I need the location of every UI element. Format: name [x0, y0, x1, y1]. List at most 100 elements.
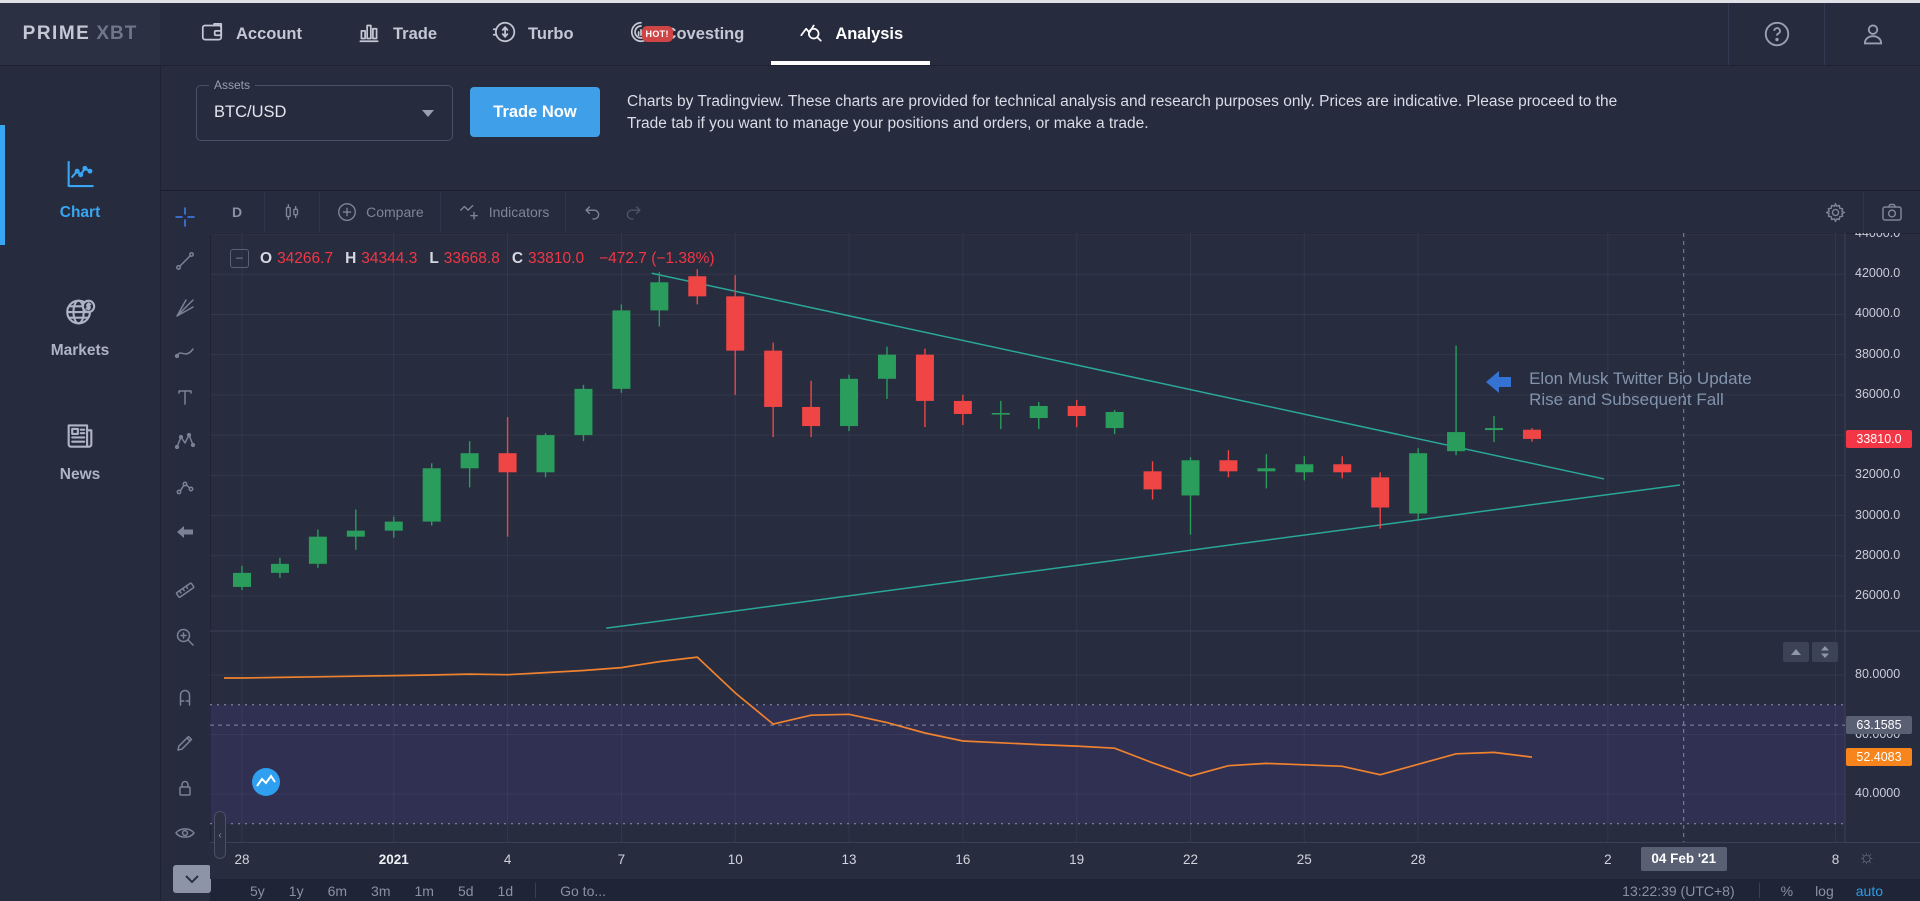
lock-drawings-tool[interactable] — [167, 770, 203, 806]
time-tick-label: 10 — [727, 852, 743, 867]
indicators-label: Indicators — [488, 204, 550, 220]
auto-scale-button[interactable]: auto — [1855, 882, 1883, 899]
compare-button[interactable]: Compare — [320, 191, 440, 233]
sidebar-item-news[interactable]: News — [0, 419, 160, 484]
range-button-6m[interactable]: 6m — [327, 882, 348, 899]
goto-button[interactable]: Go to... — [560, 882, 607, 899]
brand-secondary: XBT — [96, 23, 138, 44]
candles-icon — [285, 203, 299, 221]
range-button-5d[interactable]: 5d — [457, 882, 474, 899]
help-button[interactable] — [1728, 3, 1824, 65]
brush-tool[interactable] — [167, 335, 203, 371]
pane-maximize-button[interactable] — [1812, 642, 1838, 662]
axis-settings-icon[interactable]: ☼ — [1858, 847, 1876, 868]
magnet-tool[interactable] — [167, 679, 203, 715]
interval-button[interactable]: D — [210, 191, 264, 233]
chart-canvas[interactable]: – O 34266.7 H 34344.3 L 33668.8 C 33810.0 −4… — [210, 233, 1920, 879]
pane-collapse-button[interactable] — [1783, 642, 1809, 662]
rsi-line — [224, 656, 1533, 777]
candle-body — [422, 468, 441, 522]
text-tool[interactable] — [167, 379, 203, 415]
nav-item-turbo[interactable]: Turbo — [464, 3, 601, 65]
chart-settings-button[interactable] — [1808, 191, 1863, 233]
undo-button[interactable] — [566, 191, 620, 233]
candle-body — [1219, 460, 1238, 472]
triangle-updown-icon — [1821, 646, 1829, 658]
nav-items: Account Trade Turbo HOT! Covesting — [172, 3, 931, 65]
time-axis[interactable]: 28 2021 4 7 10 13 16 19 22 25 28 2 8 04 Feb '21 — [210, 842, 1920, 879]
drawing-mode-tool[interactable] — [167, 725, 203, 761]
sidebar-item-chart[interactable]: Chart — [0, 125, 160, 245]
low-value: 33668.8 — [443, 249, 500, 267]
log-scale-button[interactable]: log — [1815, 882, 1834, 899]
assets-select[interactable]: Assets BTC/USD — [196, 78, 453, 141]
candle-body — [460, 453, 479, 469]
brand-primary: PRIME — [22, 23, 91, 44]
measure-ruler-tool[interactable] — [167, 572, 203, 608]
camera-icon — [1882, 203, 1902, 221]
candle-body — [346, 530, 365, 537]
toolbar-hide-handle[interactable]: ‹ — [214, 811, 226, 859]
assets-label: Assets — [209, 78, 256, 92]
drawing-toolbar — [160, 191, 211, 879]
redo-icon — [627, 206, 641, 220]
nav-item-trade[interactable]: Trade — [329, 3, 464, 65]
chart-style-button[interactable] — [265, 191, 319, 233]
candle-body — [1447, 432, 1466, 452]
range-button-1d[interactable]: 1d — [497, 882, 514, 899]
nav-item-account[interactable]: Account — [172, 3, 329, 65]
candle-body — [650, 282, 669, 311]
pattern-tool[interactable] — [167, 423, 203, 459]
price-tick-label: 38000.0 — [1855, 346, 1901, 361]
forecast-tool[interactable] — [167, 469, 203, 505]
legend-collapse-icon[interactable]: – — [230, 249, 249, 268]
turbo-updown-icon — [491, 19, 517, 50]
gann-fib-tool[interactable] — [167, 290, 203, 326]
range-button-5y[interactable]: 5y — [250, 882, 265, 899]
trendline-drawing[interactable] — [651, 272, 1605, 480]
trendline-tool[interactable] — [167, 243, 203, 279]
screenshot-button[interactable] — [1864, 191, 1920, 233]
range-button-1m[interactable]: 1m — [414, 882, 434, 899]
nav-item-covesting[interactable]: HOT! Covesting — [601, 3, 772, 65]
chart-bottom-bar: 5y 1y 6m 3m 1m 5d 1d Go to... 13:22:39 (UTC+8)… — [210, 879, 1920, 901]
range-buttons: 5y 1y 6m 3m 1m 5d 1d — [238, 883, 525, 899]
toolbar-collapse-button[interactable] — [173, 865, 211, 893]
sidebar-label: Chart — [59, 204, 101, 221]
triangle-up-icon — [1791, 649, 1801, 655]
candle-body — [536, 435, 555, 473]
hide-drawings-eye-tool[interactable] — [167, 815, 203, 851]
nav-label: Trade — [393, 24, 438, 43]
redo-button[interactable] — [620, 191, 660, 233]
chart-annotation[interactable]: Elon Musk Twitter Bio Update Rise and Su… — [1484, 368, 1752, 411]
trendline-drawing[interactable] — [606, 484, 1681, 629]
price-tick-label: 30000.0 — [1855, 507, 1901, 522]
range-button-1y[interactable]: 1y — [288, 882, 304, 899]
indicators-button[interactable]: Indicators — [441, 191, 566, 233]
price-axis[interactable]: 44000.0 42000.0 40000.0 38000.0 36000.0 32000… — [1846, 233, 1920, 879]
sidebar-item-markets[interactable]: Markets — [0, 295, 160, 360]
change-value: −472.7 (−1.38%) — [599, 249, 715, 267]
candle-body — [1371, 477, 1390, 508]
user-button[interactable] — [1824, 3, 1920, 65]
toolbar-separator — [264, 191, 266, 233]
clock-timezone[interactable]: 13:22:39 (UTC+8) — [1622, 882, 1735, 899]
candle-body — [840, 378, 859, 427]
nav-label: Covesting — [664, 24, 745, 43]
hot-badge: HOT! — [641, 25, 673, 42]
high-value: 34344.3 — [361, 249, 418, 267]
candle-body — [915, 354, 934, 401]
range-button-3m[interactable]: 3m — [371, 882, 391, 899]
zoom-in-tool[interactable] — [167, 619, 203, 655]
bottom-separator — [1758, 883, 1760, 898]
crosshair-tool[interactable] — [167, 199, 203, 235]
arrow-marker-tool[interactable] — [167, 514, 203, 550]
percent-scale-button[interactable]: % — [1780, 882, 1794, 899]
candle-body — [1181, 460, 1200, 496]
trade-now-button[interactable]: Trade Now — [470, 87, 600, 137]
wallet-icon — [199, 19, 225, 50]
brand-logo[interactable]: PRIME XBT — [0, 3, 160, 65]
candle-body — [1522, 429, 1541, 439]
nav-item-analysis[interactable]: Analysis — [771, 3, 931, 65]
